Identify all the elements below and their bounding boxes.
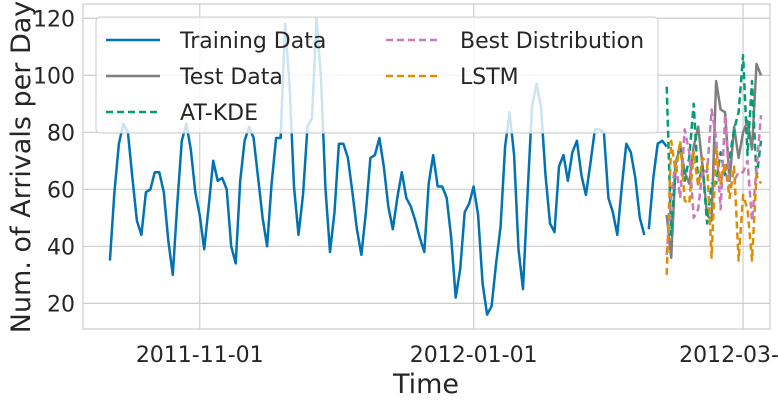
y-tick-label: 20 [47, 292, 75, 317]
lstm-line [665, 139, 763, 275]
legend-label-best-distribution: Best Distribution [460, 29, 644, 54]
y-tick-label: 60 [47, 178, 75, 203]
legend-label-training-data: Training Data [179, 29, 326, 54]
x-tick-label: 2012-01-01 [410, 343, 538, 368]
y-tick-label: 40 [47, 235, 75, 260]
tick-labels: 20 40 60 80 100 120 2011-11-01 2012-01-01 2012-0… [33, 7, 778, 368]
x-axis-label: Time [392, 369, 459, 400]
x-tick-label: 2011-11-01 [136, 343, 264, 368]
y-tick-label: 100 [33, 64, 75, 89]
legend-box [95, 16, 659, 134]
legend-label-lstm: LSTM [460, 65, 519, 90]
y-tick-label: 120 [33, 7, 75, 32]
y-axis-label: Num. of Arrivals per Day [6, 1, 37, 334]
legend-label-test-data: Test Data [179, 65, 283, 90]
training-data-line-tail [647, 139, 668, 230]
training-data-line [108, 17, 646, 316]
legend: Training Data Test Data AT-KDE Best Distrib… [95, 16, 659, 134]
y-tick-label: 80 [47, 121, 75, 146]
series-lines [108, 17, 763, 316]
x-tick-label: 2012-03-01 [679, 343, 778, 368]
legend-label-at-kde: AT-KDE [180, 101, 258, 126]
